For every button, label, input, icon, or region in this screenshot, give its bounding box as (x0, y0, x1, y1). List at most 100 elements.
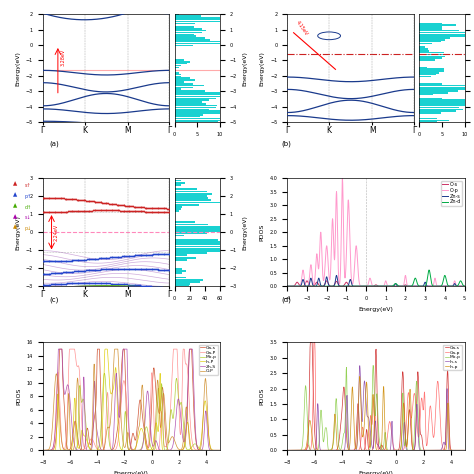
Y-axis label: Energy(eV): Energy(eV) (242, 51, 247, 86)
Point (45, 208, 53, 216)
Point (166, 208, 173, 216)
Bar (174, 13, 179, 15)
Point (102, 265, 109, 273)
Bar (174, 248, 220, 250)
Point (94, 266, 102, 273)
Y-axis label: Energy(eV): Energy(eV) (15, 51, 20, 86)
Point (124, 265, 132, 273)
Point (70, 256, 77, 264)
Point (128, 252, 135, 259)
Point (140, 204, 148, 211)
Point (77, 279, 85, 287)
Point (72, 207, 80, 215)
In-p (316, 447, 321, 453)
Point (46, 281, 54, 288)
Point (39, 208, 46, 216)
Point (117, 265, 125, 273)
Point (120, 207, 128, 214)
Bar (174, 109, 209, 110)
Zn-d (419, 283, 425, 289)
Point (137, 203, 145, 211)
Point (119, 265, 127, 273)
Point (111, 207, 119, 214)
Bar (174, 76, 182, 77)
In-p (284, 447, 290, 453)
Bar (174, 226, 220, 228)
Point (126, 252, 133, 260)
Point (43, 270, 51, 278)
Point (132, 203, 140, 210)
Bar (419, 118, 438, 119)
Bar (174, 87, 192, 88)
Point (66, 280, 73, 287)
In-s (284, 447, 290, 453)
Point (140, 282, 148, 290)
Ga-P (72, 346, 77, 352)
Point (94, 207, 102, 214)
Point (111, 265, 119, 273)
In-s (418, 447, 424, 453)
O-P (120, 440, 126, 446)
Point (107, 280, 115, 287)
Point (137, 203, 144, 211)
Point (156, 283, 164, 291)
Point (149, 265, 156, 273)
Mo-p (284, 447, 290, 453)
Point (116, 201, 124, 209)
Point (93, 279, 101, 287)
Point (155, 266, 162, 273)
Bar (419, 72, 439, 73)
Point (138, 282, 146, 290)
Point (67, 268, 74, 275)
Point (66, 257, 73, 264)
Point (164, 208, 172, 216)
Bar (419, 89, 465, 90)
Point (78, 256, 86, 264)
Point (76, 256, 84, 264)
Point (128, 281, 135, 289)
Mo-p (85, 442, 91, 448)
Ga-s (40, 447, 46, 453)
Point (101, 280, 109, 287)
O-s (392, 283, 398, 289)
Point (103, 200, 111, 207)
Bar (174, 61, 190, 63)
Bar (174, 283, 191, 285)
Bar (174, 184, 181, 186)
Point (164, 284, 172, 292)
Bar (419, 50, 429, 52)
Point (42, 194, 50, 201)
Point (59, 195, 67, 202)
Bar (174, 43, 220, 44)
Bar (419, 98, 442, 99)
Point (130, 252, 137, 259)
Point (66, 208, 73, 215)
Point (52, 280, 59, 288)
O-p (419, 283, 425, 289)
Point (48, 270, 56, 277)
Point (54, 257, 62, 265)
Point (73, 279, 81, 287)
Bar (174, 206, 182, 208)
Point (127, 281, 134, 289)
Point (116, 207, 124, 214)
Point (132, 282, 140, 289)
Point (142, 208, 149, 215)
Point (105, 265, 113, 273)
Bar (419, 107, 459, 108)
Point (105, 280, 113, 287)
Point (83, 207, 91, 214)
Point (95, 198, 102, 206)
Point (113, 207, 120, 214)
O-s (438, 283, 443, 289)
Bar (174, 257, 196, 258)
Point (92, 198, 100, 206)
Bar (174, 201, 220, 203)
Point (147, 204, 155, 212)
Point (151, 204, 159, 212)
Bar (419, 109, 463, 110)
Ga-p (403, 428, 409, 434)
Point (68, 208, 75, 215)
O-s (295, 280, 301, 286)
Point (40, 281, 47, 289)
